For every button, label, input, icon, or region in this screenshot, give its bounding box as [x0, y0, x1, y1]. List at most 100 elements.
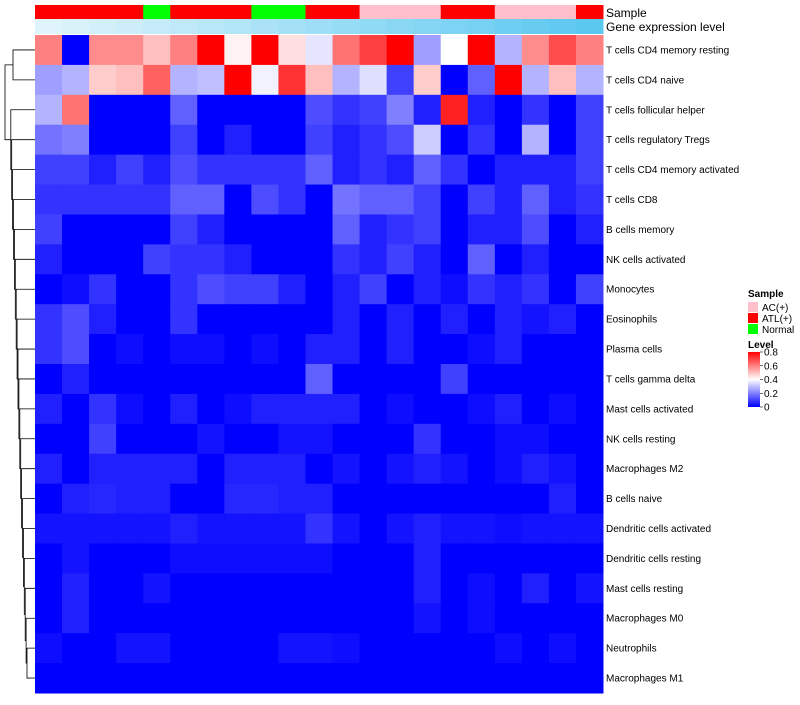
heatmap-cell — [170, 393, 198, 425]
heatmap-cell — [440, 64, 469, 96]
heatmap-cell — [170, 543, 198, 574]
heatmap-cell — [62, 124, 90, 156]
heatmap-cell — [359, 64, 388, 96]
heatmap-cell — [305, 663, 334, 694]
gene-expression-annotation-cell — [467, 19, 496, 34]
heatmap-cell — [386, 364, 415, 395]
heatmap-cell — [170, 603, 198, 634]
heatmap-cell — [332, 334, 361, 365]
heatmap-cell — [278, 214, 306, 245]
heatmap-cell — [62, 244, 90, 275]
heatmap-cell — [251, 94, 279, 126]
heatmap-cell — [440, 214, 469, 245]
heatmap-cell — [440, 513, 469, 544]
heatmap-cell — [224, 543, 252, 574]
heatmap-cell — [224, 663, 252, 694]
heatmap-cell — [224, 94, 252, 126]
heatmap-cell — [305, 64, 334, 96]
heatmap-cell — [467, 513, 496, 544]
row-label: Mast cells resting — [606, 584, 683, 595]
heatmap-cell — [386, 35, 415, 66]
heatmap-cell — [224, 393, 252, 425]
heatmap-cell — [332, 543, 361, 574]
heatmap-cell — [62, 603, 90, 634]
heatmap-cell — [521, 244, 550, 275]
row-dendrogram — [4, 49, 35, 679]
heatmap-cell — [305, 35, 334, 66]
legend-level-title: Level — [748, 340, 774, 351]
legend-sample-label: AC(+) — [762, 303, 788, 314]
heatmap-cell — [35, 304, 63, 335]
heatmap-cell — [170, 573, 198, 604]
heatmap-cell — [197, 94, 225, 126]
heatmap-cell — [251, 244, 279, 275]
heatmap-cell — [278, 453, 306, 485]
heatmap-cell — [386, 663, 415, 694]
heatmap-cell — [548, 423, 577, 455]
heatmap-cell — [305, 244, 334, 275]
heatmap-cell — [575, 483, 604, 515]
heatmap-cell — [89, 94, 117, 126]
heatmap-cell — [575, 214, 604, 245]
heatmap-cell — [521, 35, 550, 66]
heatmap-cell — [116, 663, 144, 694]
heatmap-cell — [62, 513, 90, 544]
heatmap-cell — [62, 543, 90, 574]
heatmap-cell — [494, 453, 523, 485]
heatmap-cell — [305, 603, 334, 634]
heatmap-cell — [89, 393, 117, 425]
heatmap-cell — [548, 573, 577, 604]
heatmap-cell — [386, 603, 415, 634]
heatmap-cell — [305, 124, 334, 156]
heatmap-cell — [143, 334, 171, 365]
gene-expression-annotation-cell — [413, 19, 442, 34]
sample-annotation-cell — [494, 5, 523, 19]
gene-expression-annotation-cell — [305, 19, 334, 34]
heatmap-cell — [440, 423, 469, 455]
heatmap-cell — [224, 453, 252, 485]
heatmap-cell — [494, 214, 523, 245]
heatmap-cell — [359, 94, 388, 126]
heatmap-cell — [278, 64, 306, 96]
heatmap-cell — [278, 94, 306, 126]
sample-annotation-bar — [35, 5, 604, 19]
heatmap-cell — [143, 513, 171, 544]
sample-annotation-cell — [386, 5, 415, 19]
heatmap-cell — [332, 274, 361, 305]
heatmap-cell — [494, 154, 523, 186]
heatmap-cell — [440, 543, 469, 574]
heatmap-cell — [548, 633, 577, 664]
heatmap-cell — [359, 513, 388, 544]
heatmap-cell — [170, 274, 198, 305]
heatmap-cell — [89, 64, 117, 96]
heatmap-cell — [170, 154, 198, 186]
legend-sample-swatch — [748, 302, 758, 312]
heatmap-cell — [62, 274, 90, 305]
heatmap-cell — [197, 453, 225, 485]
heatmap-cell — [548, 393, 577, 425]
heatmap-cell — [332, 64, 361, 96]
heatmap-cell — [170, 423, 198, 455]
heatmap-cell — [116, 543, 144, 574]
heatmap-cell — [116, 64, 144, 96]
heatmap-cell — [413, 35, 442, 66]
heatmap-cell — [521, 423, 550, 455]
legend-sample-label: ATL(+) — [762, 314, 792, 325]
heatmap-cell — [278, 154, 306, 186]
heatmap-cell — [170, 124, 198, 156]
heatmap-cell — [494, 663, 523, 694]
heatmap-cell — [143, 393, 171, 425]
heatmap-cell — [170, 304, 198, 335]
heatmap-cell — [386, 393, 415, 425]
heatmap-cell — [359, 483, 388, 515]
heatmap-cell — [413, 244, 442, 275]
heatmap-cell — [224, 274, 252, 305]
heatmap-cell — [467, 334, 496, 365]
heatmap-cell — [494, 633, 523, 664]
heatmap-cell — [251, 184, 279, 215]
heatmap-cell — [413, 304, 442, 335]
heatmap-cell — [170, 64, 198, 96]
heatmap-cell — [170, 513, 198, 544]
heatmap-cell — [494, 364, 523, 395]
dendrogram-branch — [12, 49, 35, 81]
